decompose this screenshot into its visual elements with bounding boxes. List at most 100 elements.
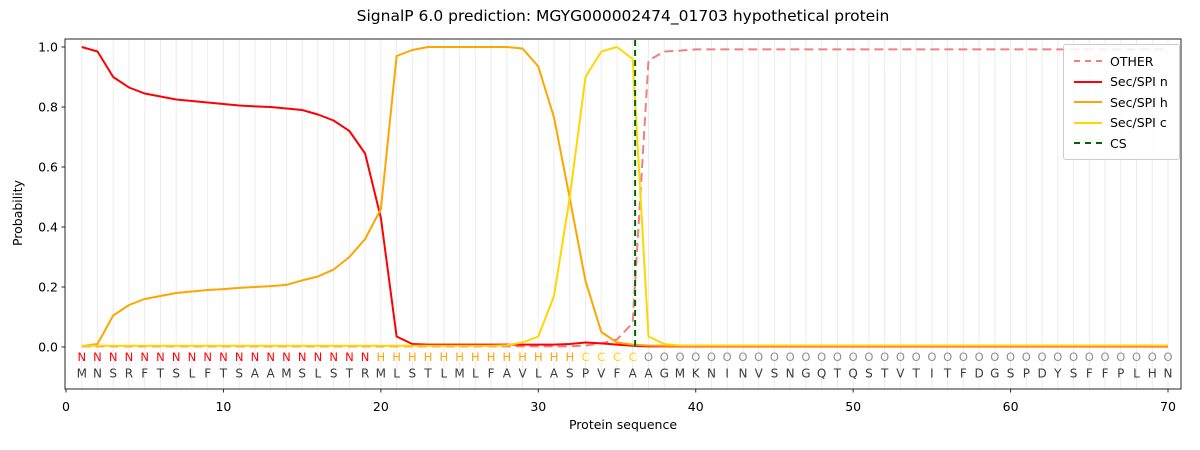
residue-letter: F: [960, 367, 967, 381]
svg-text:0.0: 0.0: [38, 340, 58, 355]
legend-label-other: OTHER: [1110, 53, 1154, 69]
residue-letter: L: [315, 367, 322, 381]
residue-letter: G: [990, 367, 999, 381]
series-line-sec-spi-h: [81, 46, 1168, 348]
residue-letter: F: [141, 367, 148, 381]
residue-letter: M: [675, 367, 685, 381]
residue-letter: V: [597, 367, 606, 381]
region-label: O: [801, 350, 810, 364]
region-label: N: [282, 350, 291, 364]
legend-item-sec-spi-c: Sec/SPI c: [1074, 113, 1169, 134]
region-label: C: [582, 350, 590, 364]
y-axis-label: Probability: [10, 179, 25, 247]
residue-letter: N: [707, 367, 716, 381]
region-label: N: [77, 350, 86, 364]
legend-line-cs: [1074, 142, 1102, 145]
region-label: O: [927, 350, 936, 364]
residue-letter: N: [1164, 367, 1173, 381]
region-label: O: [849, 350, 858, 364]
region-label: O: [1006, 350, 1015, 364]
region-label: C: [629, 350, 637, 364]
residue-letter: P: [1023, 367, 1030, 381]
residue-letter: S: [330, 367, 338, 381]
residue-letter: S: [109, 367, 117, 381]
residue-letter: T: [423, 367, 432, 381]
residue-letter: G: [801, 367, 810, 381]
region-label: O: [644, 350, 653, 364]
region-label: H: [565, 350, 574, 364]
residue-letter: F: [1102, 367, 1109, 381]
residue-letter: M: [77, 367, 87, 381]
region-label: C: [597, 350, 605, 364]
residue-letter: L: [472, 367, 479, 381]
region-label: N: [93, 350, 102, 364]
region-label: N: [314, 350, 323, 364]
residue-letter: R: [125, 367, 133, 381]
residue-letter: A: [550, 367, 559, 381]
region-label: N: [125, 350, 134, 364]
region-label: O: [660, 350, 669, 364]
region-label: N: [235, 350, 244, 364]
legend-label-sec-spi-h: Sec/SPI h: [1110, 94, 1168, 110]
residue-letter: Q: [817, 367, 826, 381]
residue-letter: R: [361, 367, 369, 381]
region-label: H: [534, 350, 543, 364]
svg-text:10: 10: [215, 399, 231, 414]
residue-letter: Y: [1053, 367, 1062, 381]
svg-text:0.4: 0.4: [38, 220, 58, 235]
chart-title: SignalP 6.0 prediction: MGYG000002474_01…: [356, 7, 890, 25]
residue-letter: L: [535, 367, 542, 381]
svg-text:0.8: 0.8: [38, 100, 58, 115]
svg-text:0: 0: [62, 399, 70, 414]
legend: OTHER Sec/SPI n Sec/SPI h Sec/SPI c CS: [1063, 44, 1180, 160]
residue-letter: A: [629, 367, 638, 381]
region-label: O: [959, 350, 968, 364]
residue-letter: S: [865, 367, 873, 381]
region-label: O: [1053, 350, 1062, 364]
region-label: O: [1132, 350, 1141, 364]
region-label: N: [109, 350, 118, 364]
residue-letter: N: [93, 367, 102, 381]
residue-letter: A: [644, 367, 653, 381]
legend-line-sec-spi-n: [1074, 80, 1102, 83]
region-label: O: [1101, 350, 1110, 364]
region-label: O: [770, 350, 779, 364]
residue-letter: V: [896, 367, 905, 381]
residue-letter: S: [771, 367, 779, 381]
residue-letter: L: [440, 367, 447, 381]
legend-item-cs: CS: [1074, 133, 1169, 154]
region-label: O: [817, 350, 826, 364]
svg-text:20: 20: [373, 399, 389, 414]
residue-letter: F: [1086, 367, 1093, 381]
residue-letter: P: [582, 367, 589, 381]
residue-letter: N: [738, 367, 747, 381]
region-label: O: [912, 350, 921, 364]
legend-label-cs: CS: [1110, 135, 1127, 151]
residue-letter: T: [219, 367, 228, 381]
series-line-sec-spi-c: [81, 46, 1168, 347]
region-label: O: [1069, 350, 1078, 364]
region-label: O: [943, 350, 952, 364]
region-label: O: [990, 350, 999, 364]
region-label: N: [329, 350, 338, 364]
region-label: O: [1085, 350, 1094, 364]
svg-text:70: 70: [1160, 399, 1176, 414]
region-label: H: [424, 350, 433, 364]
region-label: N: [219, 350, 228, 364]
svg-text:1.0: 1.0: [38, 40, 58, 55]
series-line-sec-spi-n: [81, 46, 1168, 348]
region-label: N: [172, 350, 181, 364]
residue-letter: F: [614, 367, 621, 381]
residue-letter: Q: [848, 367, 857, 381]
region-label: N: [188, 350, 197, 364]
residue-letter: N: [786, 367, 795, 381]
legend-label-sec-spi-n: Sec/SPI n: [1110, 74, 1168, 90]
region-label: N: [140, 350, 149, 364]
region-label: O: [1163, 350, 1172, 364]
y-axis-ticks: 0.0 0.2 0.4 0.6 0.8 1.0: [38, 40, 65, 355]
residue-letter: I: [725, 367, 729, 381]
region-label: N: [266, 350, 275, 364]
region-label: O: [691, 350, 700, 364]
region-label: O: [786, 350, 795, 364]
